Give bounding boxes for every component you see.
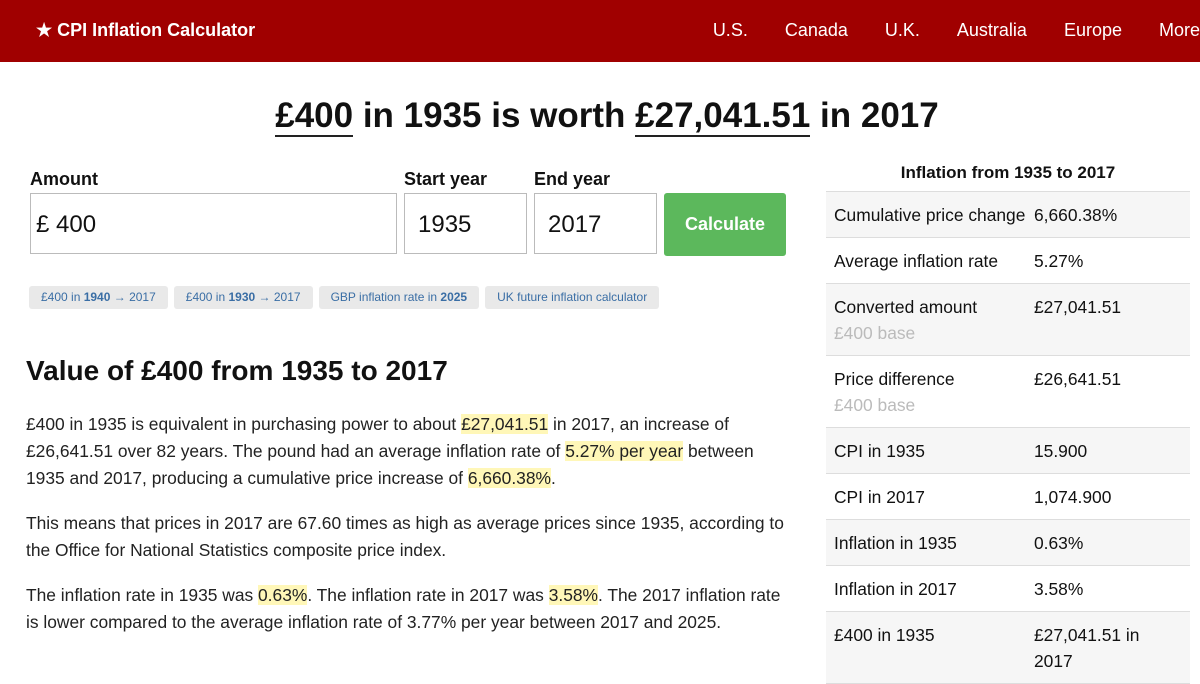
row-label: Inflation in 2017 [834, 576, 1034, 602]
text: . The 2017 inflation rate is lower compa… [26, 585, 781, 632]
currency: £ [36, 211, 50, 238]
table-row: Price difference £400 base £26,641.51 [826, 356, 1190, 428]
paragraph: This means that prices in 2017 are 67.60… [26, 510, 796, 564]
label: Inflation in 1935 [834, 533, 957, 553]
start-input[interactable]: 1935 [404, 193, 527, 254]
row-value: 1,074.900 [1034, 487, 1112, 507]
end-input[interactable]: 2017 [534, 193, 657, 254]
row-label: CPI in 2017 [834, 484, 1034, 510]
text: £400 in 1935 is equivalent in purchasing… [26, 414, 462, 434]
chip[interactable]: UK future inflation calculator [485, 286, 660, 309]
text: in 1935 is worth [353, 96, 636, 135]
row-value: 5.27% [1034, 251, 1084, 271]
chip-text: £400 in [41, 290, 84, 304]
amount-input[interactable]: £ 400 [30, 193, 397, 254]
chips: £400 in 1940 → 2017 £400 in 1930 → 2017 GB… [29, 286, 665, 309]
label: Converted amount [834, 297, 978, 317]
text: . The inflation rate in 2017 was [307, 585, 549, 605]
brand[interactable]: ★ CPI Inflation Calculator [36, 20, 256, 40]
label: Inflation in 2017 [834, 579, 957, 599]
highlight: 0.63% [258, 585, 308, 605]
nav-link[interactable]: U.K. [884, 20, 920, 40]
row-value: 0.63% [1034, 533, 1084, 553]
label: Price difference [834, 369, 955, 389]
nav-link[interactable]: Europe [1063, 20, 1122, 40]
text: . [551, 468, 556, 488]
label: End year [534, 169, 611, 189]
table-row: Cumulative price change 6,660.38% [826, 192, 1190, 238]
article: £400 in 1935 is equivalent in purchasing… [26, 411, 796, 654]
sublabel: £400 base [834, 395, 916, 415]
sidebar: Inflation from 1935 to 2017 Cumulative p… [826, 163, 1190, 684]
highlight: £27,041.51 [461, 414, 549, 434]
sublabel: £400 base [834, 323, 916, 343]
section-title: Value of £400 from 1935 to 2017 [26, 355, 448, 386]
sidebar-title: Inflation from 1935 to 2017 [826, 163, 1190, 192]
text: The inflation rate in 1935 was [26, 585, 259, 605]
chip[interactable]: GBP inflation rate in 2025 [318, 286, 480, 309]
table-row: Inflation in 2017 3.58% [826, 566, 1190, 612]
chip[interactable]: £400 in 1940 → 2017 [29, 286, 168, 309]
highlight: 3.58% [548, 585, 599, 605]
chip-text: GBP inflation rate in [330, 290, 441, 304]
chip-text: → 2017 [110, 290, 156, 304]
table-row: CPI in 1935 15.900 [826, 428, 1190, 474]
chip-text: 2025 [440, 290, 468, 304]
label: Average inflation rate [834, 251, 999, 271]
row-label: CPI in 1935 [834, 438, 1034, 464]
nav-link[interactable]: Canada [784, 20, 848, 40]
row-label: Price difference £400 base [834, 366, 1034, 418]
row-label: Cumulative price change [834, 202, 1034, 228]
text: between 1935 and 2017, producing a cumul… [26, 441, 754, 488]
paragraph: £400 in 1935 is equivalent in purchasing… [26, 411, 796, 492]
highlight: 5.27% per year [565, 441, 684, 461]
chip-text: 1930 [228, 290, 256, 304]
label: CPI in 1935 [834, 441, 925, 461]
text: in 2017 [810, 96, 939, 135]
row-value: 15.900 [1034, 441, 1088, 461]
header: ★ CPI Inflation Calculator U.S. Canada U.K… [0, 0, 1200, 62]
chip-text: £400 in [185, 290, 229, 304]
row-value: 6,660.38% [1034, 205, 1118, 225]
table-row: £400 in 1935 £27,041.51 in 2017 [826, 612, 1190, 684]
row-value: £27,041.51 [1034, 297, 1122, 317]
result: £27,041.51 [635, 96, 811, 137]
label: CPI in 2017 [834, 487, 925, 507]
chip-text: 1940 [83, 290, 111, 304]
label: Amount [30, 169, 98, 189]
text: This means that prices in 2017 are 67.60… [26, 513, 784, 560]
nav-link[interactable]: Australia [956, 20, 1027, 40]
row-label: Converted amount £400 base [834, 294, 1034, 346]
table-row: Inflation in 1935 0.63% [826, 520, 1190, 566]
chip-text: UK future inflation calculator [497, 290, 648, 304]
table-row: Average inflation rate 5.27% [826, 238, 1190, 284]
paragraph: The inflation rate in 1935 was 0.63%. Th… [26, 582, 796, 636]
calculate-button[interactable]: Calculate [664, 193, 786, 256]
amount: £400 [275, 96, 354, 137]
value: 400 [56, 211, 97, 238]
nav-link[interactable]: More [1158, 20, 1200, 40]
label: Cumulative price change [834, 205, 1026, 225]
table-row: Converted amount £400 base £27,041.51 [826, 284, 1190, 356]
nav-link[interactable]: U.S. [712, 20, 748, 40]
row-value: 3.58% [1034, 579, 1084, 599]
table-row: CPI in 2017 1,074.900 [826, 474, 1190, 520]
row-label: Average inflation rate [834, 248, 1034, 274]
headline: £400 in 1935 is worth £27,041.51 in 2017 [0, 96, 1200, 137]
text: in 2017, an increase of £26,641.51 over … [26, 414, 729, 461]
chip-text: → 2017 [255, 290, 301, 304]
highlight: 6,660.38% [467, 468, 551, 488]
row-label: Inflation in 1935 [834, 530, 1034, 556]
sidebar-table: Cumulative price change 6,660.38% Average … [826, 192, 1190, 684]
chip[interactable]: £400 in 1930 → 2017 [173, 286, 313, 309]
nav: U.S. Canada U.K. Australia Europe More [676, 20, 1200, 41]
row-value: £26,641.51 [1034, 369, 1122, 389]
label: £400 in 1935 [834, 625, 935, 645]
label: Start year [404, 169, 488, 189]
